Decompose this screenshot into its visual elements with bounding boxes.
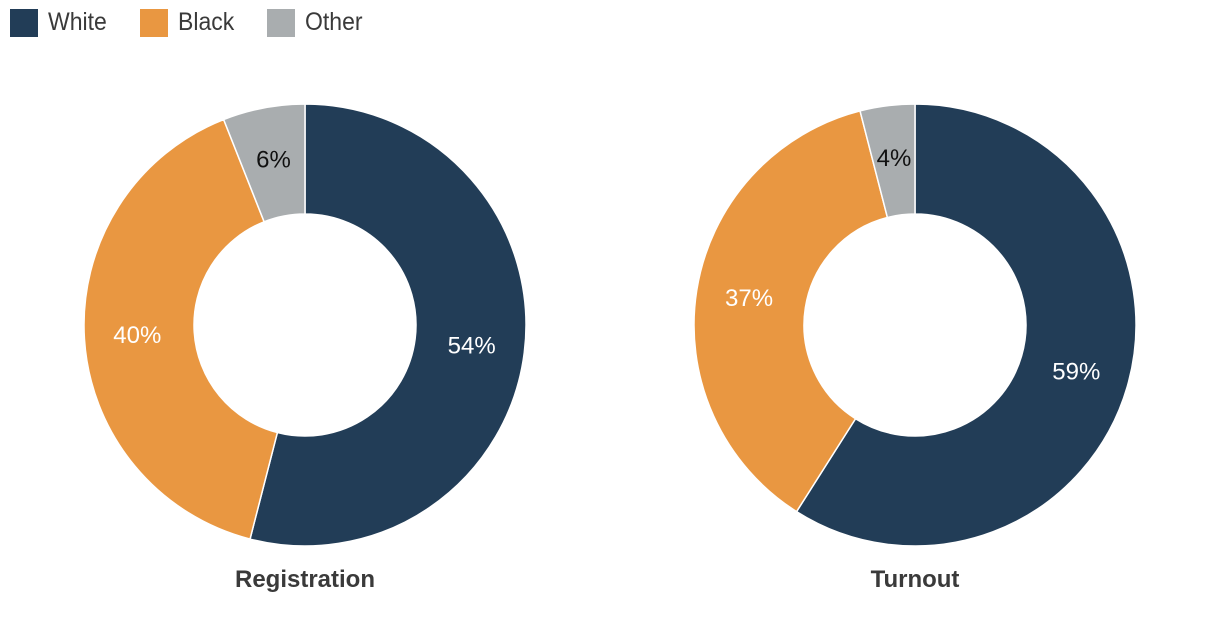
data-label-black: 40%: [113, 322, 161, 349]
legend-item-black: Black: [139, 8, 239, 37]
chart-legend: White Black Other: [10, 8, 396, 37]
legend-item-other: Other: [267, 8, 368, 37]
legend-swatch-white: [10, 8, 38, 37]
data-label-other: 4%: [877, 145, 912, 172]
data-label-white: 54%: [448, 333, 496, 360]
legend-item-white: White: [10, 8, 112, 37]
donut-chart-registration: 54% 40% 6% Registration: [83, 103, 527, 593]
slice-other: [222, 103, 306, 223]
legend-swatch-other: [267, 8, 296, 37]
slice-white: [249, 103, 527, 547]
legend-label-white: White: [48, 8, 107, 36]
donut-chart-turnout: 59% 37% 4% Turnout: [693, 103, 1137, 593]
data-label-other: 6%: [256, 146, 291, 173]
legend-label-other: Other: [305, 8, 363, 36]
chart-title: Turnout: [871, 566, 960, 593]
data-label-black: 37%: [725, 285, 773, 312]
legend-label-black: Black: [177, 8, 235, 36]
chart-title: Registration: [235, 566, 375, 593]
slice-black: [83, 118, 279, 540]
slice-other: [859, 103, 916, 219]
slice-black: [693, 110, 889, 513]
data-label-white: 59%: [1052, 358, 1100, 385]
legend-swatch-black: [139, 8, 168, 37]
slice-white: [795, 103, 1137, 547]
